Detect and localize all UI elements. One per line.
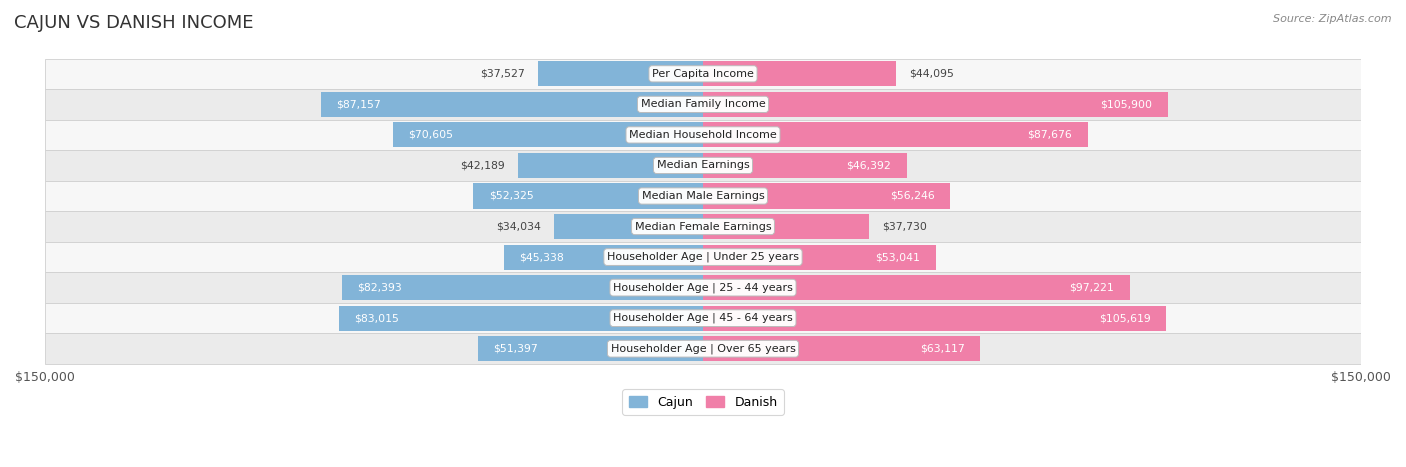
Text: Median Earnings: Median Earnings xyxy=(657,161,749,170)
Text: Householder Age | 45 - 64 years: Householder Age | 45 - 64 years xyxy=(613,313,793,324)
Bar xyxy=(45,333,1361,364)
Text: Householder Age | 25 - 44 years: Householder Age | 25 - 44 years xyxy=(613,283,793,293)
Text: $46,392: $46,392 xyxy=(846,161,891,170)
Bar xyxy=(321,92,703,117)
Text: Median Family Income: Median Family Income xyxy=(641,99,765,109)
Bar xyxy=(45,242,1361,272)
Bar xyxy=(339,305,703,331)
Bar xyxy=(474,184,703,209)
Text: $52,325: $52,325 xyxy=(489,191,533,201)
Bar xyxy=(703,245,936,269)
Text: $53,041: $53,041 xyxy=(876,252,921,262)
Bar xyxy=(703,61,897,86)
Bar xyxy=(394,122,703,148)
Text: Per Capita Income: Per Capita Income xyxy=(652,69,754,79)
Bar xyxy=(505,245,703,269)
Bar xyxy=(703,275,1129,300)
Bar xyxy=(45,211,1361,242)
Bar xyxy=(554,214,703,239)
Bar xyxy=(45,303,1361,333)
Text: $45,338: $45,338 xyxy=(519,252,564,262)
Bar xyxy=(45,120,1361,150)
Text: Median Female Earnings: Median Female Earnings xyxy=(634,221,772,232)
Text: $51,397: $51,397 xyxy=(494,344,537,354)
Text: $87,157: $87,157 xyxy=(336,99,381,109)
Text: $105,900: $105,900 xyxy=(1101,99,1153,109)
Text: $37,730: $37,730 xyxy=(882,221,927,232)
Text: $44,095: $44,095 xyxy=(910,69,955,79)
Text: Householder Age | Under 25 years: Householder Age | Under 25 years xyxy=(607,252,799,262)
Bar xyxy=(703,122,1088,148)
Text: $87,676: $87,676 xyxy=(1028,130,1073,140)
Bar xyxy=(45,272,1361,303)
Bar xyxy=(45,89,1361,120)
Legend: Cajun, Danish: Cajun, Danish xyxy=(623,389,783,415)
Text: Median Household Income: Median Household Income xyxy=(628,130,778,140)
Text: $42,189: $42,189 xyxy=(460,161,505,170)
Text: $97,221: $97,221 xyxy=(1070,283,1114,293)
Text: $56,246: $56,246 xyxy=(890,191,935,201)
Bar xyxy=(703,336,980,361)
Bar xyxy=(703,153,907,178)
Text: $82,393: $82,393 xyxy=(357,283,402,293)
Bar xyxy=(517,153,703,178)
Bar xyxy=(703,92,1167,117)
Text: $83,015: $83,015 xyxy=(354,313,399,323)
Bar xyxy=(703,184,950,209)
Text: Median Male Earnings: Median Male Earnings xyxy=(641,191,765,201)
Text: $34,034: $34,034 xyxy=(496,221,540,232)
Bar xyxy=(478,336,703,361)
Text: Householder Age | Over 65 years: Householder Age | Over 65 years xyxy=(610,343,796,354)
Text: $70,605: $70,605 xyxy=(409,130,454,140)
Bar xyxy=(342,275,703,300)
Bar xyxy=(45,181,1361,211)
Bar xyxy=(538,61,703,86)
Text: CAJUN VS DANISH INCOME: CAJUN VS DANISH INCOME xyxy=(14,14,253,32)
Text: $105,619: $105,619 xyxy=(1099,313,1152,323)
Bar xyxy=(45,58,1361,89)
Text: Source: ZipAtlas.com: Source: ZipAtlas.com xyxy=(1274,14,1392,24)
Bar xyxy=(703,214,869,239)
Text: $63,117: $63,117 xyxy=(920,344,965,354)
Bar xyxy=(703,305,1167,331)
Bar xyxy=(45,150,1361,181)
Text: $37,527: $37,527 xyxy=(481,69,526,79)
